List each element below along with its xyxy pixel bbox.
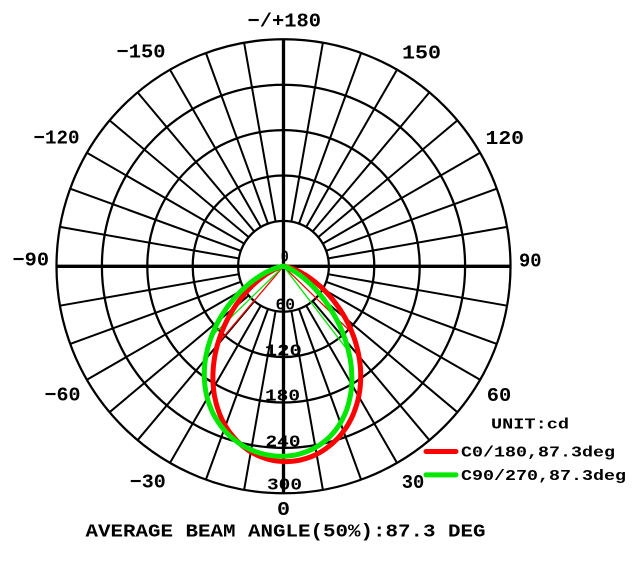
svg-text:AVERAGE BEAM ANGLE(50%):87.3 D: AVERAGE BEAM ANGLE(50%):87.3 DEG	[86, 522, 486, 543]
svg-text:300: 300	[267, 475, 302, 494]
svg-text:C0/180,87.3deg: C0/180,87.3deg	[461, 445, 615, 462]
svg-text:−150: −150	[117, 42, 166, 64]
svg-text:60: 60	[276, 296, 296, 315]
svg-text:−30: −30	[130, 472, 166, 494]
svg-text:−90: −90	[13, 250, 50, 272]
svg-text:60: 60	[487, 385, 512, 407]
svg-text:240: 240	[266, 433, 301, 452]
svg-text:−120: −120	[34, 128, 80, 150]
svg-text:90: 90	[519, 251, 542, 273]
svg-text:C90/270,87.3deg: C90/270,87.3deg	[461, 468, 626, 485]
svg-text:180: 180	[265, 387, 300, 406]
svg-text:120: 120	[486, 128, 525, 150]
svg-text:0: 0	[277, 499, 290, 521]
svg-text:120: 120	[265, 341, 302, 360]
svg-text:150: 150	[402, 43, 441, 65]
svg-text:−/+180: −/+180	[248, 11, 322, 33]
svg-text:UNIT:cd: UNIT:cd	[491, 417, 569, 434]
svg-text:0: 0	[281, 248, 289, 267]
svg-text:−60: −60	[45, 385, 81, 407]
svg-text:30: 30	[402, 472, 425, 494]
